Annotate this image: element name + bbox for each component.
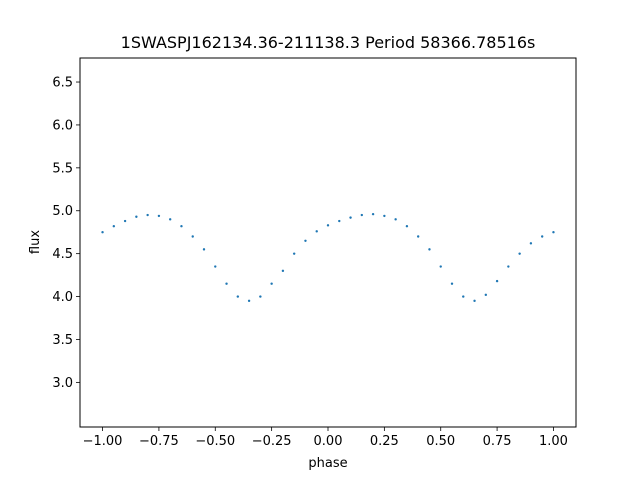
data-point <box>225 282 228 285</box>
data-point <box>214 265 217 268</box>
data-point <box>383 214 386 218</box>
x-tick-label: −0.50 <box>195 434 235 449</box>
data-point <box>405 224 409 228</box>
data-point <box>439 265 442 268</box>
plot-frame <box>79 57 577 428</box>
data-point <box>338 219 341 223</box>
y-tick-label: 4.0 <box>52 290 73 305</box>
data-point <box>394 218 397 221</box>
data-point <box>112 224 116 228</box>
y-axis-ticks: 3.0 3.5 4.0 4.5 5.0 5.5 6.0 6.5 <box>52 76 80 391</box>
x-tick-label: 0.00 <box>314 434 343 449</box>
x-tick-label: −1.00 <box>83 434 123 449</box>
x-tick-label: −0.25 <box>252 434 292 449</box>
y-tick-label: 6.5 <box>52 76 73 91</box>
data-point <box>371 212 375 216</box>
data-point <box>326 224 330 227</box>
data-point <box>315 230 318 233</box>
x-tick-label: −0.75 <box>139 434 179 449</box>
y-tick-label: 5.0 <box>52 204 73 219</box>
chart-title: 1SWASPJ162134.36-211138.3 Period 58366.7… <box>121 33 536 52</box>
data-point <box>540 235 544 238</box>
data-point <box>428 248 431 251</box>
data-point <box>360 213 364 217</box>
data-point <box>191 235 194 238</box>
data-point <box>462 295 465 298</box>
data-point <box>450 282 454 285</box>
x-tick-label: 1.00 <box>539 434 568 449</box>
y-tick-label: 3.0 <box>52 376 73 391</box>
data-point <box>135 215 138 218</box>
data-point <box>552 231 555 234</box>
x-axis-ticks: −1.00 −0.75 −0.50 −0.25 0.00 0.25 0.50 0.75 1.00 <box>83 427 568 449</box>
data-point <box>416 235 420 238</box>
x-tick-label: 0.25 <box>370 434 399 449</box>
data-point <box>473 299 476 303</box>
y-tick-label: 3.5 <box>52 333 73 348</box>
data-point <box>202 248 206 251</box>
y-tick-label: 5.5 <box>52 161 73 176</box>
data-point <box>507 265 510 268</box>
data-point <box>180 224 183 228</box>
data-point <box>349 216 352 219</box>
y-tick-label: 6.0 <box>52 118 73 133</box>
data-point <box>168 218 172 221</box>
y-axis-label: flux <box>28 230 43 254</box>
data-point <box>236 295 240 298</box>
data-point <box>146 213 149 217</box>
data-point <box>157 214 161 218</box>
data-point <box>123 219 127 223</box>
data-point <box>495 279 499 283</box>
data-point <box>259 295 262 298</box>
data-point <box>292 252 296 255</box>
data-point <box>484 293 488 297</box>
data-point <box>247 299 251 303</box>
data-point <box>101 231 104 234</box>
data-point <box>518 252 521 255</box>
data-point <box>270 282 273 285</box>
x-tick-label: 0.75 <box>483 434 512 449</box>
data-points <box>101 212 555 303</box>
x-tick-label: 0.50 <box>426 434 455 449</box>
data-point <box>281 269 285 273</box>
data-point <box>304 239 307 242</box>
data-point <box>529 242 533 245</box>
x-axis-label: phase <box>308 456 347 471</box>
y-tick-label: 4.5 <box>52 247 73 262</box>
